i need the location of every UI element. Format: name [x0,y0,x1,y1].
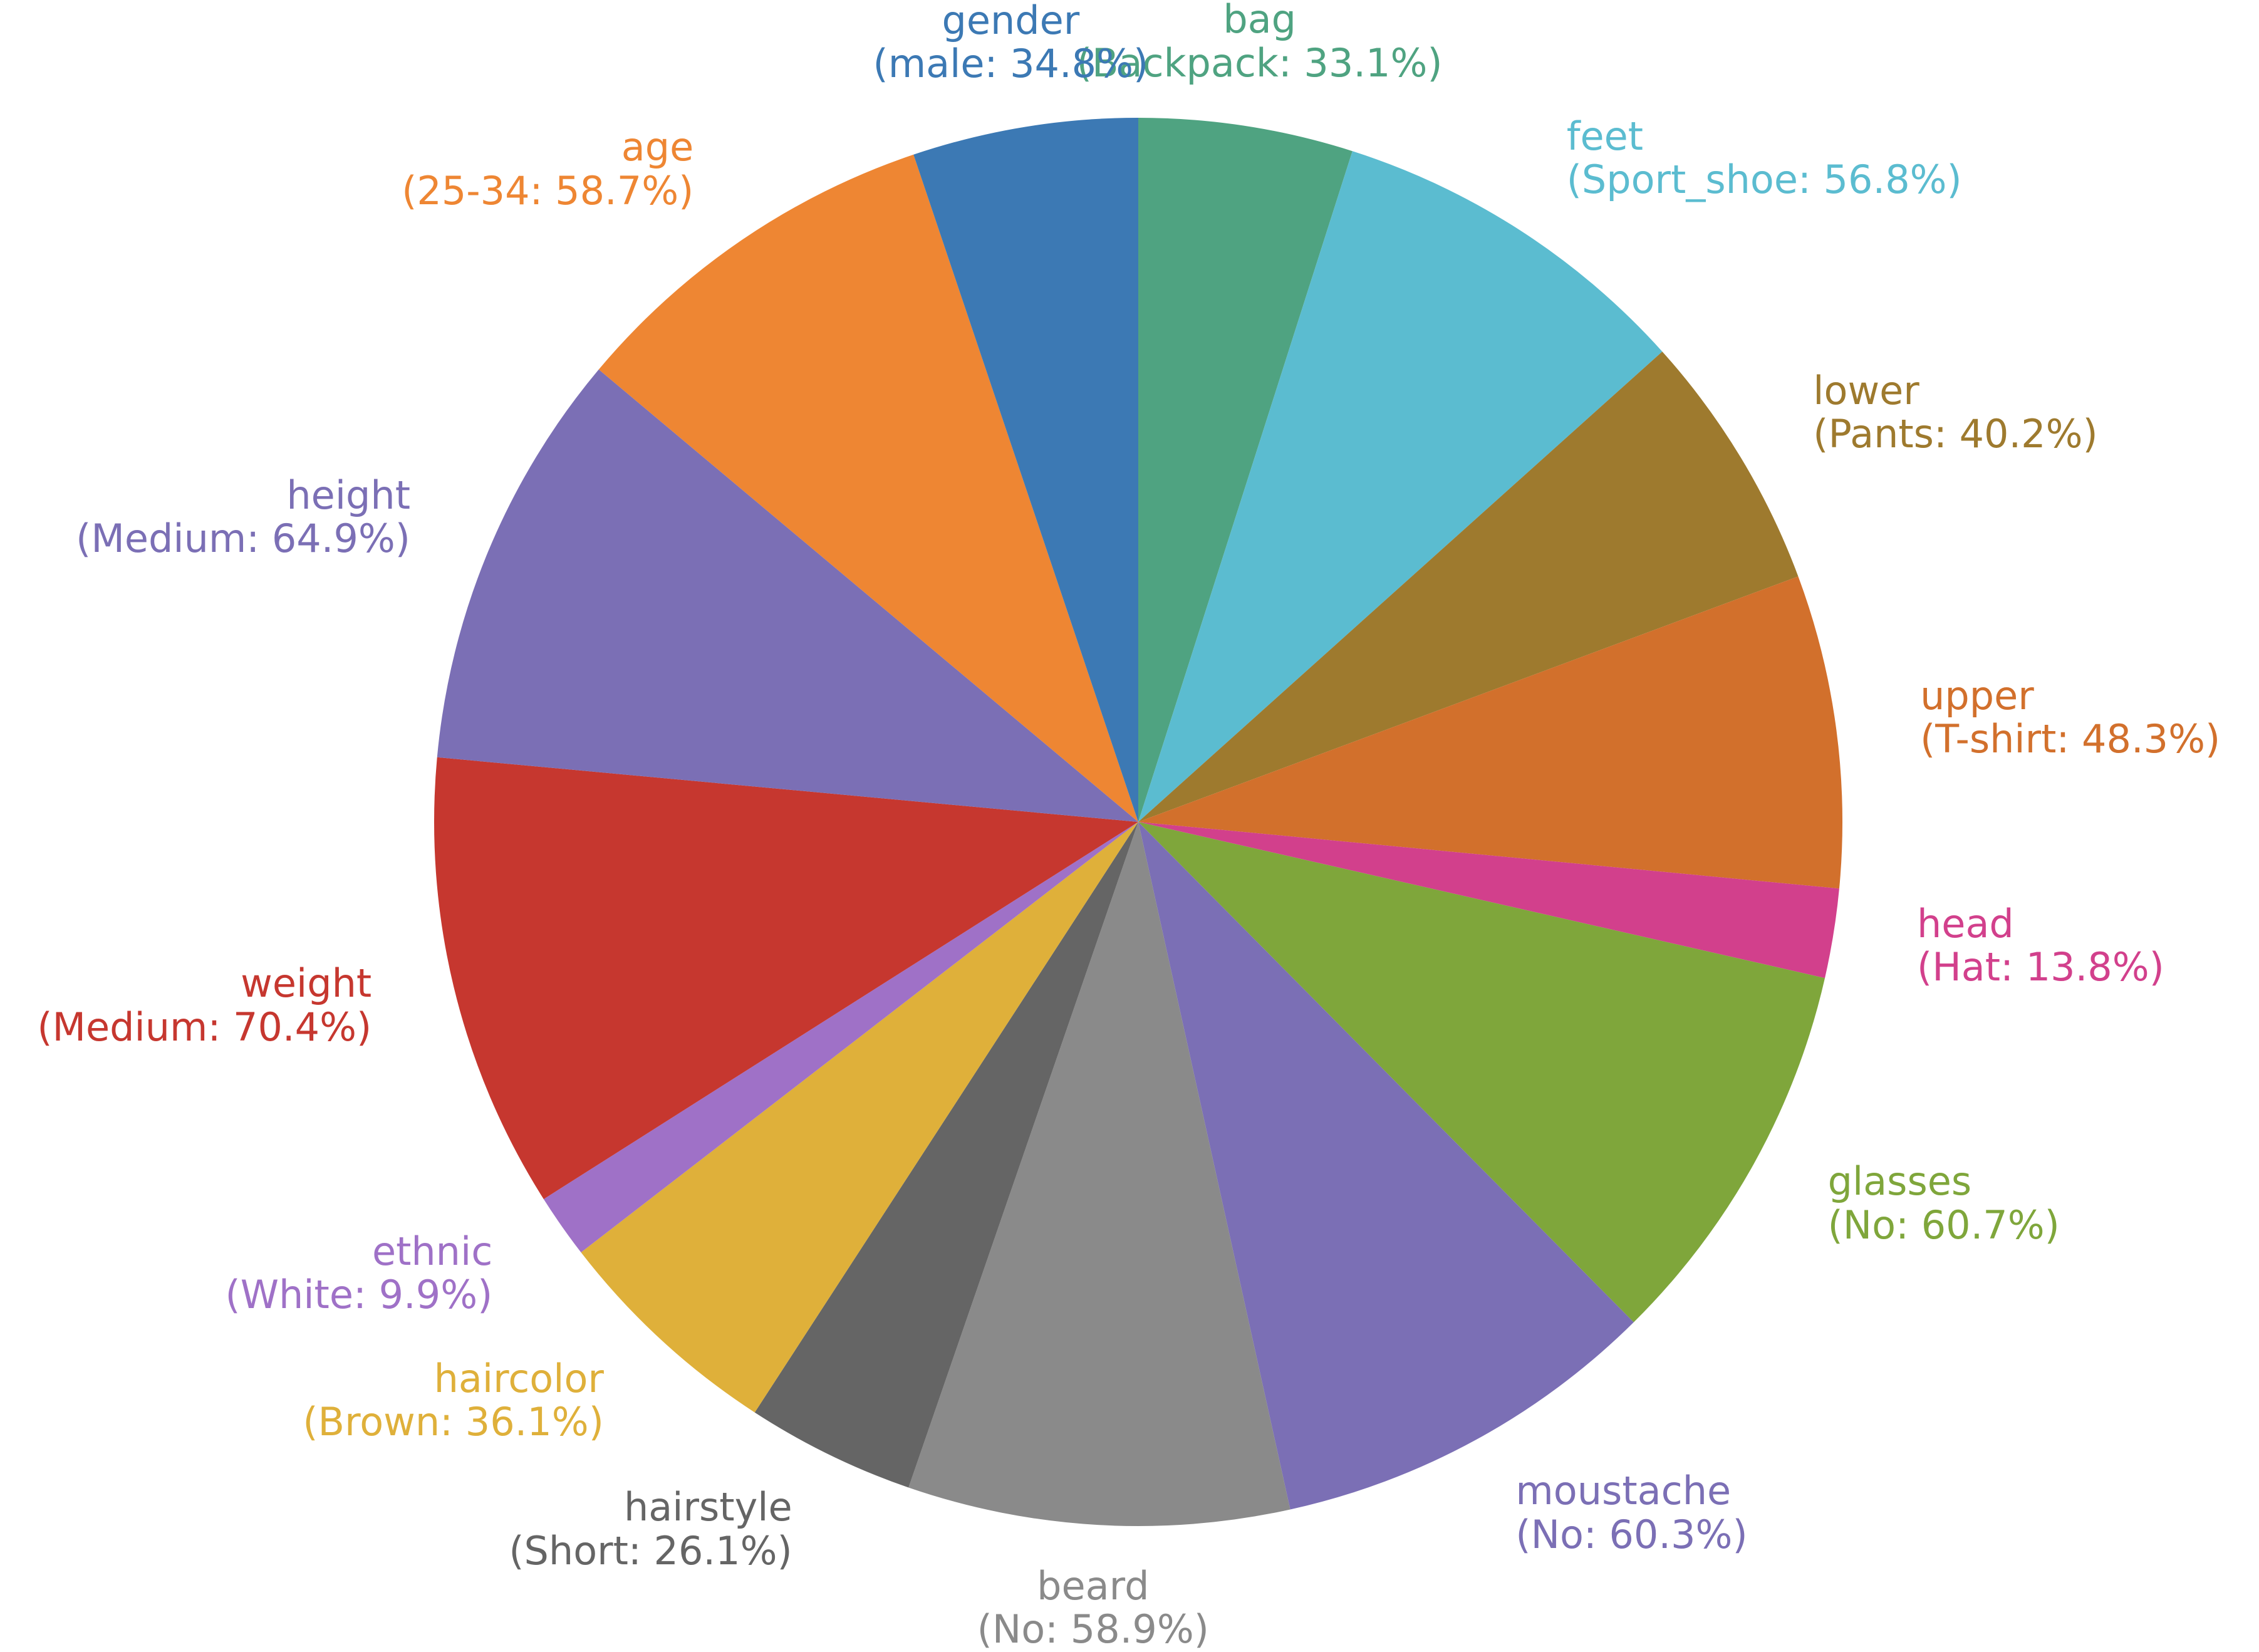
pie-slice-feet[interactable] [1138,151,1663,823]
pie-label-weight: weight (Medium: 70.4%) [37,962,371,1049]
pie-label-ethnic: ethnic (White: 9.9%) [225,1228,493,1318]
pie-label-attribute-name: weight [241,960,372,1007]
pie-label-value: (Medium: 70.4%) [37,1004,372,1050]
pie-label-value: (Hat: 13.8%) [1917,943,2164,990]
pie-label-height: height (Medium: 64.9%) [76,472,410,562]
pie-slice-upper[interactable] [1138,576,1843,889]
pie-label-attribute-name: age [621,124,694,170]
pie-slice-haircolor[interactable] [581,822,1138,1413]
pie-label-attribute-name: height [286,472,410,518]
pie-label-haircolor: haircolor (Brown: 36.1%) [303,1355,604,1445]
pie-label-value: (No: 60.3%) [1515,1511,1748,1557]
pie-label-value: (Medium: 64.9%) [76,516,410,562]
pie-slice-head[interactable] [1138,822,1839,979]
pie-slice-weight[interactable] [434,757,1138,1200]
pie-label-age: age (25-34: 58.7%) [402,125,693,212]
pie-label-value: (Brown: 36.1%) [303,1399,604,1445]
pie-slice-hairstyle[interactable] [754,822,1138,1488]
pie-label-attribute-name: head [1917,900,2014,947]
pie-label-value: (No: 58.9%) [977,1606,1209,1652]
pie-label-lower: lower (Pants: 40.2%) [1813,367,2098,457]
pie-label-value: (Short: 26.1%) [509,1527,792,1574]
pie-label-value: (Sport_shoe: 56.8%) [1566,157,1962,203]
pie-label-attribute-name: upper [1920,672,2034,719]
pie-label-value: (male: 34.8%) [873,41,1149,87]
pie-slice-ethnic[interactable] [543,822,1138,1253]
pie-label-attribute-name: bag [1223,0,1297,43]
pie-label-attribute-name: beard [1037,1562,1150,1609]
pie-slice-bag[interactable] [1138,118,1353,822]
pie-label-feet: feet (Sport_shoe: 56.8%) [1567,115,1962,202]
pie-label-head: head (Hat: 13.8%) [1917,900,2164,990]
pie-label-value: (Pants: 40.2%) [1813,411,2098,457]
pie-label-value: (T-shirt: 48.3%) [1920,716,2221,762]
pie-label-beard: beard (No: 58.9%) [977,1564,1209,1651]
pie-slice-group [434,118,1843,1527]
pie-label-bag: bag (Backpack: 33.1%) [1077,0,1443,85]
pie-label-attribute-name: moustache [1515,1468,1732,1514]
pie-label-attribute-name: glasses [1827,1158,1972,1205]
pie-label-value: (25-34: 58.7%) [402,167,694,214]
pie-label-glasses: glasses (No: 60.7%) [1828,1160,2060,1247]
pie-label-attribute-name: hairstyle [624,1484,792,1530]
pie-slice-lower[interactable] [1138,351,1799,822]
pie-label-attribute-name: feet [1566,113,1644,159]
pie-label-attribute-name: haircolor [434,1355,604,1401]
pie-label-attribute-name: ethnic [371,1228,493,1274]
pie-label-hairstyle: hairstyle (Short: 26.1%) [509,1485,792,1572]
pie-slice-moustache[interactable] [1138,822,1634,1510]
pie-label-upper: upper (T-shirt: 48.3%) [1920,672,2221,762]
pie-label-value: (No: 60.7%) [1827,1202,2060,1248]
pie-label-value: (White: 9.9%) [225,1272,493,1318]
pie-label-attribute-name: lower [1813,367,1919,413]
pie-slice-glasses[interactable] [1138,822,1825,1322]
pie-label-gender: gender (male: 34.8%) [873,0,1149,86]
pie-label-attribute-name: gender [942,0,1080,43]
pie-slice-age[interactable] [598,154,1138,822]
pie-slice-beard[interactable] [908,822,1290,1527]
pie-label-value: (Backpack: 33.1%) [1076,39,1443,86]
pie-slice-gender[interactable] [913,118,1138,822]
pie-label-moustache: moustache (No: 60.3%) [1515,1469,1747,1556]
pie-slice-height[interactable] [437,369,1138,822]
